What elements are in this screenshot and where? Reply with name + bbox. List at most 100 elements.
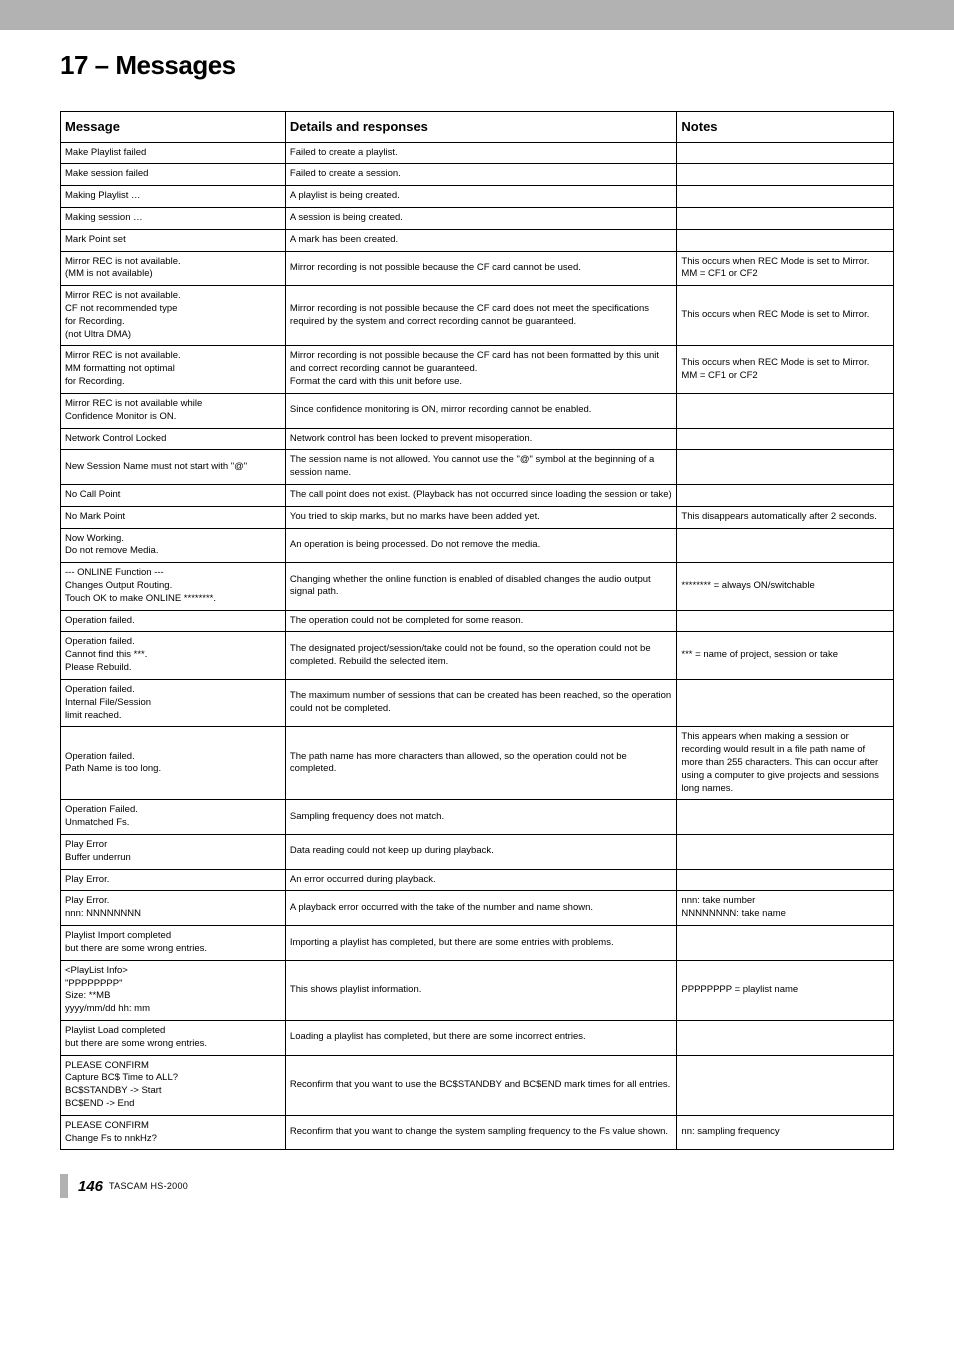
cell-details: Reconfirm that you want to use the BC$ST… — [285, 1055, 677, 1115]
cell-details: Failed to create a session. — [285, 164, 677, 186]
cell-message: <PlayList Info> "PPPPPPPP" Size: **MB yy… — [61, 960, 286, 1020]
cell-details: The designated project/session/take coul… — [285, 632, 677, 679]
cell-message: Making Playlist … — [61, 186, 286, 208]
cell-message: New Session Name must not start with "@" — [61, 450, 286, 485]
cell-details: The call point does not exist. (Playback… — [285, 484, 677, 506]
cell-message: Play Error. — [61, 869, 286, 891]
cell-message: Mirror REC is not available. MM formatti… — [61, 346, 286, 393]
cell-notes: ******** = always ON/switchable — [677, 563, 894, 610]
cell-details: Failed to create a playlist. — [285, 142, 677, 164]
cell-message: No Call Point — [61, 484, 286, 506]
table-row: Making session …A session is being creat… — [61, 207, 894, 229]
cell-details: Sampling frequency does not match. — [285, 800, 677, 835]
cell-notes — [677, 229, 894, 251]
cell-notes — [677, 207, 894, 229]
table-row: Mark Point setA mark has been created. — [61, 229, 894, 251]
cell-details: A mark has been created. — [285, 229, 677, 251]
cell-message: --- ONLINE Function --- Changes Output R… — [61, 563, 286, 610]
cell-notes: This appears when making a session or re… — [677, 727, 894, 800]
cell-message: Operation Failed. Unmatched Fs. — [61, 800, 286, 835]
header-message: Message — [61, 112, 286, 143]
cell-notes — [677, 484, 894, 506]
cell-message: No Mark Point — [61, 506, 286, 528]
cell-details: Since confidence monitoring is ON, mirro… — [285, 393, 677, 428]
page-number: 146 — [78, 1178, 103, 1195]
cell-message: Playlist Load completed but there are so… — [61, 1020, 286, 1055]
table-row: Make Playlist failedFailed to create a p… — [61, 142, 894, 164]
model-name: TASCAM HS-2000 — [109, 1181, 188, 1191]
table-row: Network Control LockedNetwork control ha… — [61, 428, 894, 450]
table-row: --- ONLINE Function --- Changes Output R… — [61, 563, 894, 610]
cell-message: Mirror REC is not available. (MM is not … — [61, 251, 286, 286]
cell-notes — [677, 1055, 894, 1115]
cell-details: This shows playlist information. — [285, 960, 677, 1020]
table-row: Operation failed. Cannot find this ***. … — [61, 632, 894, 679]
table-row: Play Error.An error occurred during play… — [61, 869, 894, 891]
cell-notes: PPPPPPPP = playlist name — [677, 960, 894, 1020]
cell-notes — [677, 528, 894, 563]
cell-message: Mirror REC is not available while Confid… — [61, 393, 286, 428]
cell-message: Operation failed. Path Name is too long. — [61, 727, 286, 800]
cell-notes — [677, 164, 894, 186]
cell-notes — [677, 800, 894, 835]
table-header-row: Message Details and responses Notes — [61, 112, 894, 143]
messages-table: Message Details and responses Notes Make… — [60, 111, 894, 1150]
cell-details: The maximum number of sessions that can … — [285, 679, 677, 726]
cell-details: The path name has more characters than a… — [285, 727, 677, 800]
table-row: Playlist Load completed but there are so… — [61, 1020, 894, 1055]
cell-notes — [677, 186, 894, 208]
cell-message: Operation failed. — [61, 610, 286, 632]
table-row: New Session Name must not start with "@"… — [61, 450, 894, 485]
cell-details: Loading a playlist has completed, but th… — [285, 1020, 677, 1055]
cell-details: Mirror recording is not possible because… — [285, 346, 677, 393]
cell-details: Mirror recording is not possible because… — [285, 286, 677, 346]
page-footer: 146 TASCAM HS-2000 — [60, 1174, 894, 1198]
table-row: Making Playlist …A playlist is being cre… — [61, 186, 894, 208]
side-tab-marker — [60, 1174, 68, 1198]
cell-message: Operation failed. Cannot find this ***. … — [61, 632, 286, 679]
table-row: Play Error Buffer underrunData reading c… — [61, 835, 894, 870]
table-row: Mirror REC is not available. MM formatti… — [61, 346, 894, 393]
cell-message: Making session … — [61, 207, 286, 229]
cell-notes: This occurs when REC Mode is set to Mirr… — [677, 251, 894, 286]
cell-details: Importing a playlist has completed, but … — [285, 926, 677, 961]
cell-message: Make Playlist failed — [61, 142, 286, 164]
cell-details: Data reading could not keep up during pl… — [285, 835, 677, 870]
cell-details: A session is being created. — [285, 207, 677, 229]
top-banner-bar — [0, 0, 954, 30]
table-row: Mirror REC is not available. CF not reco… — [61, 286, 894, 346]
cell-details: An error occurred during playback. — [285, 869, 677, 891]
cell-notes: nnn: take number NNNNNNNN: take name — [677, 891, 894, 926]
cell-notes — [677, 679, 894, 726]
cell-notes — [677, 1020, 894, 1055]
table-row: Operation failed. Internal File/Session … — [61, 679, 894, 726]
table-row: Playlist Import completed but there are … — [61, 926, 894, 961]
table-row: PLEASE CONFIRM Change Fs to nnkHz?Reconf… — [61, 1115, 894, 1150]
cell-message: Make session failed — [61, 164, 286, 186]
cell-notes — [677, 428, 894, 450]
cell-message: PLEASE CONFIRM Change Fs to nnkHz? — [61, 1115, 286, 1150]
cell-details: A playback error occurred with the take … — [285, 891, 677, 926]
cell-details: The session name is not allowed. You can… — [285, 450, 677, 485]
cell-notes — [677, 610, 894, 632]
cell-message: Play Error Buffer underrun — [61, 835, 286, 870]
table-row: Operation Failed. Unmatched Fs.Sampling … — [61, 800, 894, 835]
chapter-title: 17 – Messages — [60, 50, 894, 81]
table-row: Now Working. Do not remove Media.An oper… — [61, 528, 894, 563]
cell-details: Changing whether the online function is … — [285, 563, 677, 610]
cell-details: Mirror recording is not possible because… — [285, 251, 677, 286]
table-row: Mirror REC is not available while Confid… — [61, 393, 894, 428]
cell-notes — [677, 393, 894, 428]
cell-notes — [677, 450, 894, 485]
cell-message: Operation failed. Internal File/Session … — [61, 679, 286, 726]
cell-notes — [677, 926, 894, 961]
table-row: Play Error. nnn: NNNNNNNNA playback erro… — [61, 891, 894, 926]
cell-message: Mark Point set — [61, 229, 286, 251]
table-row: Operation failed.The operation could not… — [61, 610, 894, 632]
cell-details: A playlist is being created. — [285, 186, 677, 208]
table-row: <PlayList Info> "PPPPPPPP" Size: **MB yy… — [61, 960, 894, 1020]
cell-message: Network Control Locked — [61, 428, 286, 450]
cell-notes: nn: sampling frequency — [677, 1115, 894, 1150]
cell-notes: *** = name of project, session or take — [677, 632, 894, 679]
table-row: Operation failed. Path Name is too long.… — [61, 727, 894, 800]
